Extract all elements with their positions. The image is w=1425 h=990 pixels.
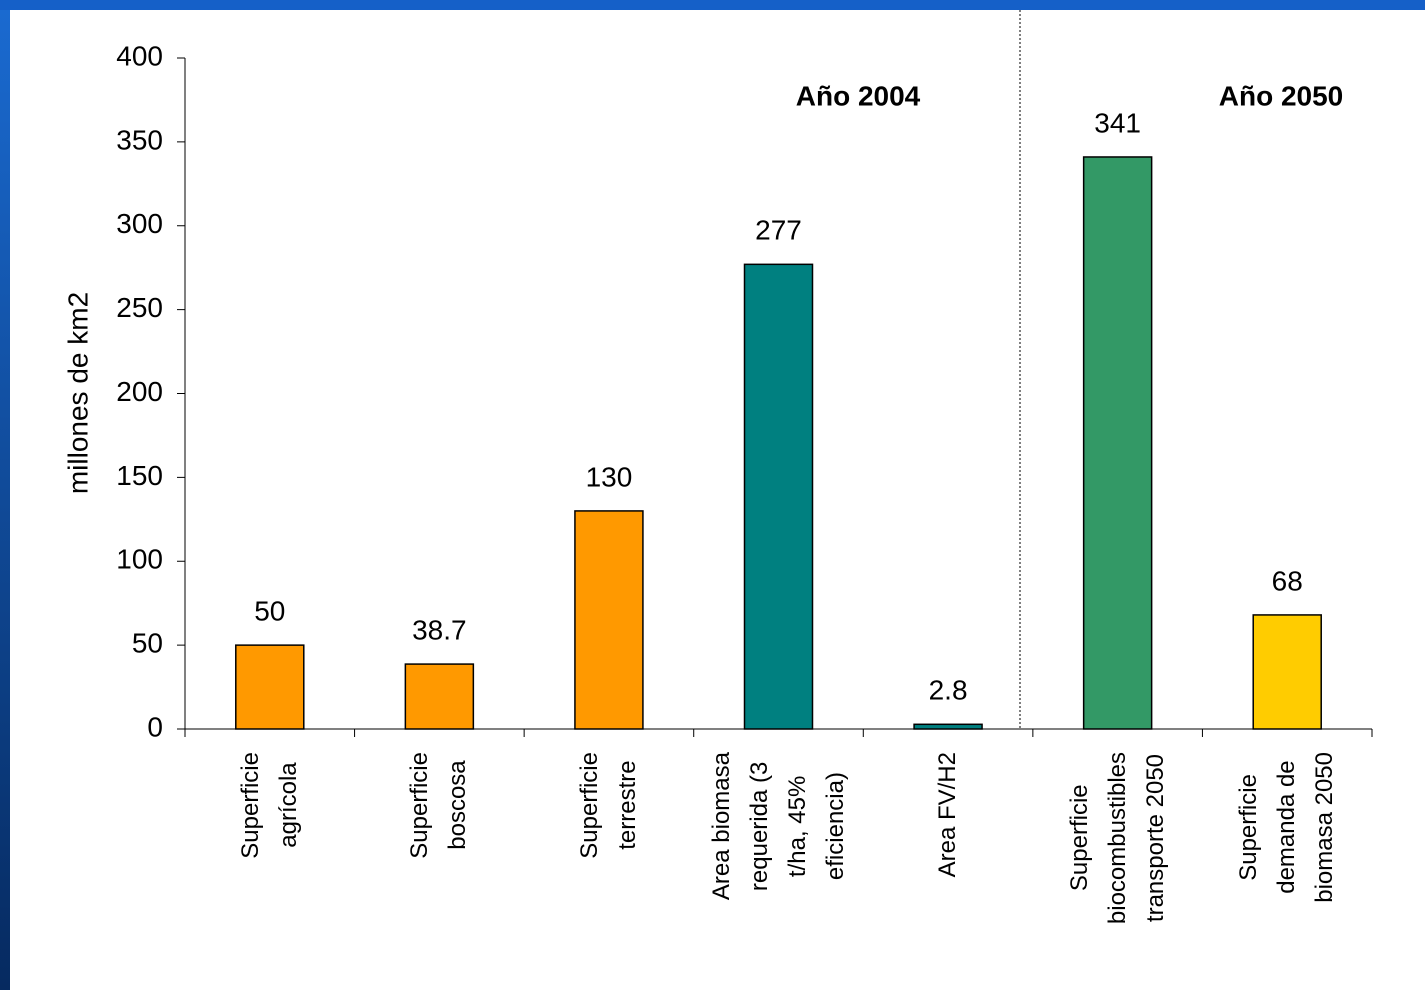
value-label: 38.7 (412, 614, 467, 645)
x-tick-label: Area FV/H2 (934, 752, 962, 878)
x-tick-label: Superficie boscosa (406, 752, 472, 859)
value-label: 2.8 (929, 675, 968, 706)
y-tick-label: 0 (147, 711, 163, 742)
bar (743, 263, 814, 730)
value-label: 68 (1272, 565, 1303, 596)
bar (913, 723, 983, 730)
x-tick-label: Superficie demanda de biomasa 2050 (1235, 752, 1339, 903)
y-tick-label: 250 (116, 292, 163, 323)
value-label: 277 (755, 215, 802, 246)
bar (404, 663, 475, 730)
x-tick-label: Superficie terrestre (575, 752, 641, 859)
y-tick-label: 50 (132, 628, 163, 659)
value-label: 130 (586, 461, 633, 492)
y-axis-label: millones de km2 (62, 292, 93, 494)
value-label: 341 (1094, 107, 1141, 138)
annotation: Año 2050 (1219, 80, 1344, 111)
frame-strip (0, 10, 10, 990)
bar (235, 644, 305, 730)
y-tick-label: 300 (116, 208, 163, 239)
frame (10, 10, 1425, 990)
x-tick-label: Superficie agrícola (236, 752, 302, 859)
y-tick-label: 150 (116, 460, 163, 491)
annotation: Año 2004 (796, 80, 921, 111)
x-tick-label: Area biomasa requerida (3 t/ha, 45% efic… (707, 752, 849, 901)
y-tick-label: 100 (116, 544, 163, 575)
x-tick-label: Superficie biocombustibles transporte 20… (1065, 752, 1169, 925)
y-tick-label: 200 (116, 376, 163, 407)
value-label: 50 (254, 596, 285, 627)
y-tick-label: 400 (116, 40, 163, 71)
y-tick-label: 350 (116, 124, 163, 155)
bar (574, 510, 644, 730)
bar (1082, 156, 1153, 730)
bar (1252, 614, 1322, 730)
